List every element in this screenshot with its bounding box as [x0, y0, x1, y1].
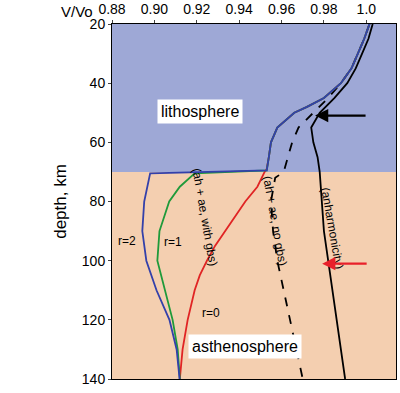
svg-text:0.96: 0.96 [268, 1, 295, 17]
svg-text:V/Vo: V/Vo [61, 3, 93, 20]
svg-text:0.92: 0.92 [183, 1, 210, 17]
svg-text:40: 40 [90, 75, 106, 91]
svg-text:r=0: r=0 [202, 306, 220, 320]
svg-text:0.88: 0.88 [98, 1, 125, 17]
svg-text:(ah + ae, with gbs): (ah + ae, with gbs) [189, 167, 220, 267]
svg-text:(ah + ae, no gbs): (ah + ae, no gbs) [260, 175, 290, 267]
svg-text:asthenosphere: asthenosphere [192, 338, 298, 355]
svg-text:0.94: 0.94 [226, 1, 253, 17]
svg-text:1.0: 1.0 [357, 1, 377, 17]
svg-text:0.90: 0.90 [141, 1, 168, 17]
svg-text:(anharmonicity): (anharmonicity) [318, 186, 346, 270]
svg-text:depth, km: depth, km [51, 164, 70, 239]
svg-text:60: 60 [90, 134, 106, 150]
svg-text:r=1: r=1 [164, 235, 182, 249]
svg-text:80: 80 [90, 193, 106, 209]
svg-text:140: 140 [82, 371, 106, 387]
svg-text:120: 120 [82, 312, 106, 328]
svg-text:0.98: 0.98 [310, 1, 337, 17]
svg-text:lithosphere: lithosphere [161, 103, 239, 120]
svg-text:r=2: r=2 [118, 234, 136, 248]
svg-text:100: 100 [82, 253, 106, 269]
svg-text:20: 20 [90, 16, 106, 32]
